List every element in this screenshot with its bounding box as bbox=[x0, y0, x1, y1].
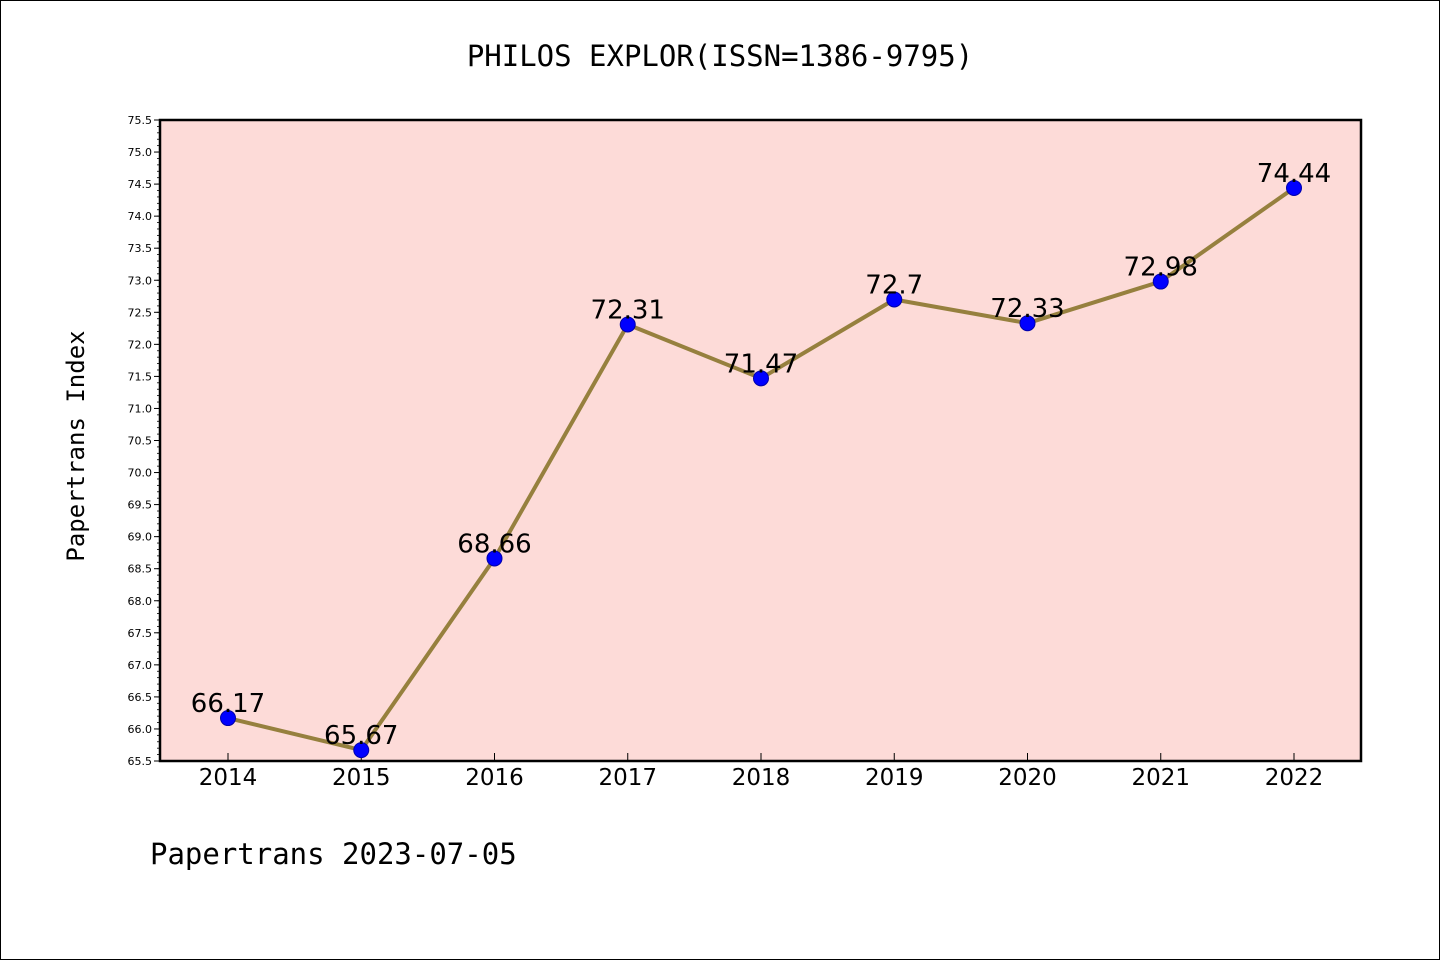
x-tick-label: 2022 bbox=[1265, 765, 1324, 791]
data-point bbox=[1019, 315, 1036, 332]
y-tick-label: 67.0 bbox=[128, 659, 153, 672]
data-label: 72.98 bbox=[1124, 253, 1198, 283]
y-tick-label: 70.5 bbox=[128, 435, 153, 448]
x-tick-label: 2014 bbox=[199, 765, 258, 791]
data-label: 72.33 bbox=[990, 294, 1064, 324]
data-point bbox=[1152, 273, 1169, 290]
y-tick-label: 68.0 bbox=[128, 595, 153, 608]
data-point bbox=[619, 316, 636, 333]
y-tick-label: 66.5 bbox=[128, 691, 153, 704]
y-axis: 65.5 66.0 66.5 67.0 67.5 68.0 68.5 69.0 69.5 70.0… bbox=[128, 114, 160, 768]
y-tick-label: 70.0 bbox=[128, 467, 153, 480]
data-point bbox=[1286, 179, 1302, 196]
plot-area bbox=[160, 120, 1361, 761]
data-point bbox=[753, 370, 769, 387]
data-label: 74.44 bbox=[1257, 159, 1331, 189]
data-point bbox=[353, 742, 370, 759]
data-point bbox=[220, 710, 236, 727]
data-series bbox=[220, 179, 1302, 759]
chart-title: PHILOS EXPLOR(ISSN=1386-9795) bbox=[467, 39, 973, 73]
x-axis: 2014 2015 2016 2017 2018 2019 2020 2021 2022 bbox=[199, 753, 1324, 791]
x-tick-label: 2021 bbox=[1131, 765, 1190, 791]
footer-date: Papertrans 2023-07-05 bbox=[150, 837, 517, 871]
data-point bbox=[486, 550, 503, 567]
data-label: 72.7 bbox=[865, 270, 923, 300]
data-label: 68.66 bbox=[457, 529, 531, 559]
y-tick-label: 73.0 bbox=[128, 274, 153, 287]
y-tick-label: 75.0 bbox=[128, 146, 153, 159]
y-tick-label: 67.5 bbox=[128, 627, 153, 640]
data-label: 66.17 bbox=[191, 689, 265, 719]
y-tick-label: 71.0 bbox=[128, 402, 153, 415]
x-tick-label: 2020 bbox=[998, 765, 1057, 791]
data-label: 72.31 bbox=[591, 295, 665, 325]
y-tick-label: 74.0 bbox=[128, 210, 153, 223]
plot-border bbox=[158, 118, 1363, 763]
x-tick-label: 2017 bbox=[598, 765, 657, 791]
y-tick-label: 75.5 bbox=[128, 114, 153, 127]
data-labels: 66.17 65.67 68.66 72.31 71.47 72.7 72.33 72.98 7… bbox=[191, 159, 1331, 751]
y-tick-label: 73.5 bbox=[128, 242, 153, 255]
y-tick-label: 68.5 bbox=[128, 563, 153, 576]
y-axis-label: Papertrans Index bbox=[62, 330, 90, 561]
y-tick-label: 69.0 bbox=[128, 531, 153, 544]
y-tick-label: 66.0 bbox=[128, 723, 153, 736]
y-tick-label: 71.5 bbox=[128, 370, 153, 383]
x-tick-label: 2016 bbox=[465, 765, 524, 791]
data-label: 65.67 bbox=[324, 721, 398, 751]
y-tick-label: 74.5 bbox=[128, 178, 153, 191]
data-point bbox=[886, 291, 903, 308]
x-tick-label: 2019 bbox=[865, 765, 924, 791]
y-tick-label: 72.5 bbox=[128, 306, 153, 319]
y-tick-label: 65.5 bbox=[128, 755, 153, 768]
x-tick-label: 2015 bbox=[332, 765, 391, 791]
x-tick-label: 2018 bbox=[732, 765, 791, 791]
data-label: 71.47 bbox=[724, 349, 798, 379]
y-tick-label: 69.5 bbox=[128, 499, 153, 512]
y-tick-label: 72.0 bbox=[128, 338, 153, 351]
